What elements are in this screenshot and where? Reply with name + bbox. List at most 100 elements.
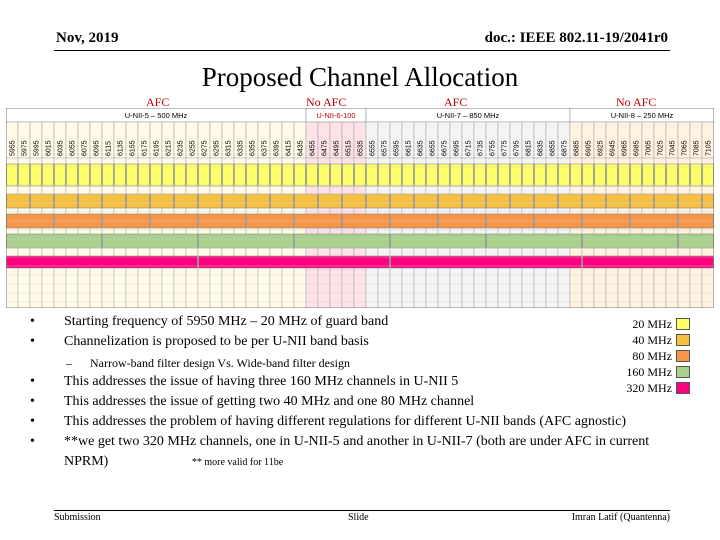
channel-block <box>642 163 654 187</box>
header-date: Nov, 2019 <box>56 30 119 46</box>
legend-entry: 20 MHz <box>618 316 718 332</box>
freq-label: 6925 <box>598 140 605 156</box>
freq-label: 6735 <box>478 140 485 156</box>
channel-block <box>462 163 474 187</box>
bullet-item: This addresses the issue of getting two … <box>30 392 650 412</box>
channel-block <box>654 163 666 187</box>
channel-block <box>294 193 318 209</box>
freq-label: 6815 <box>526 140 533 156</box>
freq-label: 6075 <box>82 140 89 156</box>
bullet-item: Channelization is proposed to be per U-N… <box>30 332 650 352</box>
freq-label: 6355 <box>250 140 257 156</box>
channel-block <box>438 193 462 209</box>
freq-label: 7025 <box>658 140 665 156</box>
freq-label: 6455 <box>310 140 317 156</box>
freq-label: 6295 <box>214 140 221 156</box>
legend-entry: 80 MHz <box>618 348 718 364</box>
channel-block <box>342 193 366 209</box>
footer-author: Imran Latif (Quantenna) <box>571 512 670 523</box>
channel-block <box>198 163 210 187</box>
freq-label: 6535 <box>358 140 365 156</box>
channel-block <box>702 193 714 209</box>
freq-label: 6395 <box>274 140 281 156</box>
freq-label: 7045 <box>670 140 677 156</box>
legend-label: 40 MHz <box>632 332 672 347</box>
channel-block <box>474 163 486 187</box>
sub-bullet-item: Narrow-band filter design Vs. Wide-band … <box>30 354 650 372</box>
freq-label: 6175 <box>142 140 149 156</box>
channel-block <box>606 193 630 209</box>
freq-label: 6855 <box>550 140 557 156</box>
band-label: U-NII-6-100 <box>316 111 355 120</box>
freq-label: 6435 <box>298 140 305 156</box>
channel-block <box>618 163 630 187</box>
channel-block <box>678 233 714 249</box>
channel-block <box>126 163 138 187</box>
channel-block <box>582 255 714 269</box>
channel-block <box>102 233 198 249</box>
freq-label: 6055 <box>70 140 77 156</box>
bullet-item: **we get two 320 MHz channels, one in U-… <box>30 432 650 473</box>
afc-label-unii7: AFC <box>444 95 468 109</box>
channel-block <box>630 163 642 187</box>
legend-entry: 160 MHz <box>618 364 718 380</box>
channel-block <box>342 163 354 187</box>
band-label: U-NII-7 – 850 MHz <box>437 111 500 120</box>
channel-block <box>450 163 462 187</box>
bandwidth-legend: 20 MHz 40 MHz 80 MHz 160 MHz 320 MHz <box>618 316 718 396</box>
channel-block <box>510 163 522 187</box>
channel-block <box>282 163 294 187</box>
channel-block <box>414 193 438 209</box>
bullet-item: This addresses the issue of having three… <box>30 372 650 392</box>
legend-entry: 40 MHz <box>618 332 718 348</box>
channel-block <box>150 163 162 187</box>
channel-block <box>210 163 222 187</box>
channel-block <box>6 193 30 209</box>
channel-block <box>78 163 90 187</box>
channel-block <box>510 193 534 209</box>
channel-block <box>462 193 486 209</box>
channel-block <box>222 193 246 209</box>
channel-block <box>198 233 294 249</box>
channel-block <box>102 193 126 209</box>
freq-label: 7085 <box>694 140 701 156</box>
channel-block <box>90 163 102 187</box>
channel-block <box>390 163 402 187</box>
channel-block <box>390 255 582 269</box>
freq-label: 6095 <box>94 140 101 156</box>
channel-block <box>582 163 594 187</box>
channel-block <box>534 163 546 187</box>
channel-block <box>246 163 258 187</box>
freq-label: 7105 <box>706 140 713 156</box>
freq-label: 6495 <box>334 140 341 156</box>
channel-block <box>678 193 702 209</box>
channel-block <box>42 163 54 187</box>
channel-block <box>54 163 66 187</box>
channel-block <box>270 163 282 187</box>
freq-label: 6615 <box>406 140 413 156</box>
channel-block <box>186 163 198 187</box>
freq-label: 6115 <box>106 141 113 156</box>
channel-block <box>6 255 198 269</box>
channel-block <box>30 193 54 209</box>
freq-label: 6675 <box>442 140 449 156</box>
freq-label: 6875 <box>562 140 569 156</box>
channel-block <box>402 163 414 187</box>
channel-block <box>414 163 426 187</box>
freq-label: 6985 <box>634 140 641 156</box>
channel-block <box>126 193 150 209</box>
freq-label: 6555 <box>370 140 377 156</box>
legend-swatch <box>676 366 690 378</box>
slide-title: Proposed Channel Allocation <box>201 62 519 92</box>
freq-label: 6135 <box>118 140 125 156</box>
channel-block <box>6 233 102 249</box>
freq-label: 6275 <box>202 140 209 156</box>
freq-label: 6775 <box>502 140 509 156</box>
channel-block <box>570 163 582 187</box>
header-doc-id: doc.: IEEE 802.11-19/2041r0 <box>484 30 668 46</box>
channel-block <box>246 193 270 209</box>
channel-block <box>162 163 174 187</box>
freq-label: 6235 <box>178 140 185 156</box>
freq-label: 6965 <box>622 140 629 156</box>
channel-block <box>150 193 174 209</box>
